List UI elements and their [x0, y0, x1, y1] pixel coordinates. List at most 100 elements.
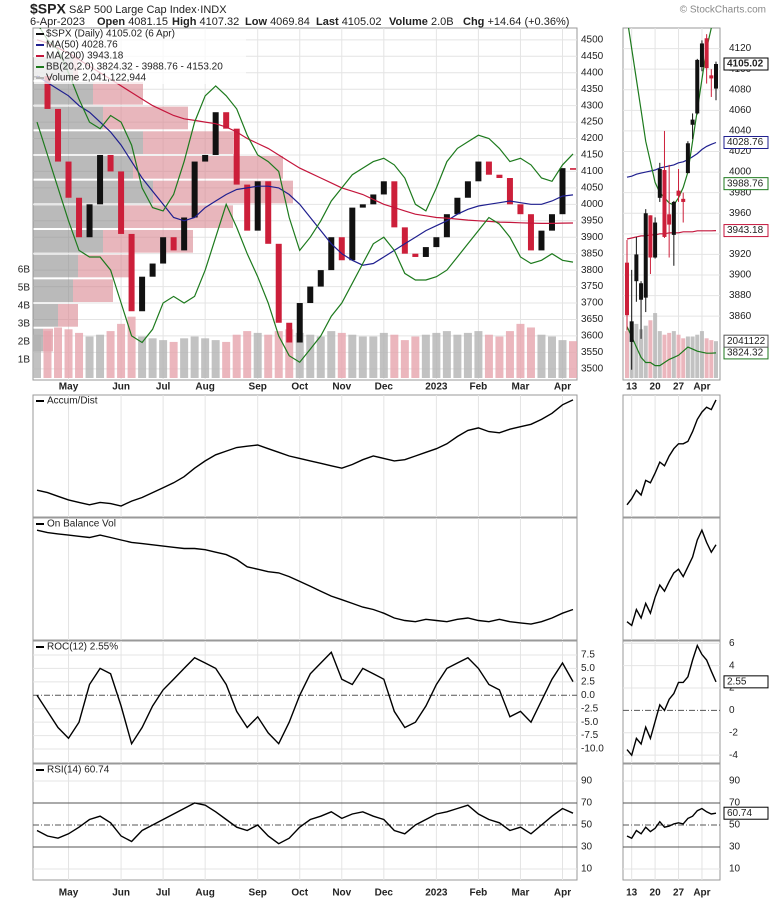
x-tick-label: Jun: [112, 382, 130, 393]
y-tick-label: 3880: [729, 290, 752, 301]
x-tick-label: 2023: [425, 888, 448, 899]
volume-bar: [662, 334, 667, 378]
volume-bar: [537, 334, 546, 378]
candle-body: [639, 283, 644, 300]
quote-value: 4105.02: [342, 16, 382, 28]
panel-frame: [622, 394, 721, 518]
volume-bar: [463, 332, 472, 378]
y-tick-label: 4000: [729, 167, 752, 178]
volume-by-price-up: [33, 81, 93, 105]
volume-bar: [657, 331, 662, 378]
volume-bar: [714, 341, 718, 378]
legend-label: $SPX (Daily) 4105.02 (6 Apr): [46, 29, 175, 40]
series-line: [36, 75, 574, 266]
volume-bar: [285, 329, 294, 378]
candle-body: [671, 201, 676, 235]
price-bar: [391, 181, 398, 228]
y-tick-label: 3600: [581, 331, 604, 342]
volume-bar: [400, 340, 409, 378]
volume-bar: [671, 331, 676, 378]
y-tick-label: -4: [729, 750, 738, 761]
legend-label: Volume 2,041,122,944: [46, 73, 147, 84]
indicator-line: [36, 529, 574, 625]
date: 6-Apr-2023: [30, 16, 85, 28]
volume-bar: [685, 336, 690, 378]
value-badge-box: [723, 57, 769, 71]
volume-bar: [432, 332, 441, 378]
price-bar: [223, 112, 230, 129]
price-bar: [496, 174, 503, 179]
y-tick-label: 4200: [581, 133, 604, 144]
panel-frame: [622, 763, 721, 881]
candle-body: [662, 170, 667, 237]
volume-by-price-up: [33, 106, 103, 130]
indicator-line: [36, 399, 574, 507]
candle-body: [643, 213, 648, 298]
price-bar: [475, 161, 482, 182]
x-tick-label: Nov: [332, 382, 351, 393]
x-tick-label: Jul: [156, 888, 171, 899]
volume-bar: [643, 325, 648, 378]
value-badge: 4105.02: [727, 59, 764, 70]
price-bar: [359, 204, 366, 208]
indicator-label: Accum/Dist: [47, 396, 98, 407]
candle-body: [653, 222, 658, 258]
volume-by-price-down: [123, 205, 233, 229]
volume-bar: [516, 323, 525, 378]
price-bar: [296, 303, 303, 343]
volume-tick-label: 2B: [18, 337, 31, 348]
volume-bar: [243, 331, 252, 378]
price-bar: [139, 276, 146, 312]
price-bar: [128, 233, 135, 312]
volume-by-price-up: [33, 155, 133, 179]
price-bar: [181, 217, 188, 251]
y-tick-label: 4100: [581, 166, 604, 177]
volume-bar: [159, 340, 168, 378]
legend-bg: [34, 73, 246, 84]
y-tick-label: 3900: [729, 270, 752, 281]
price-bar: [328, 237, 335, 271]
panel-frame: [622, 640, 721, 764]
indicator-line: [626, 528, 717, 627]
volume-bar: [648, 320, 653, 378]
y-tick-label: 5.0: [581, 663, 595, 674]
volume-bar: [653, 313, 658, 378]
y-tick-label: 4250: [581, 117, 604, 128]
volume-bar: [569, 341, 577, 378]
volume-bar: [699, 331, 704, 378]
legend-label: MA(200) 3943.18: [46, 51, 124, 62]
volume-bar: [676, 334, 681, 378]
price-bar: [349, 207, 356, 261]
chart-subtitle: S&P 500 Large Cap Index·INDX: [69, 4, 227, 16]
y-tick-label: 50: [729, 820, 741, 831]
y-tick-label: 90: [581, 776, 593, 787]
y-tick-label: 4080: [729, 84, 752, 95]
price-bar: [433, 237, 440, 248]
y-tick-label: 3550: [581, 347, 604, 358]
volume-by-price-up: [33, 304, 58, 327]
price-bar: [55, 108, 62, 162]
indicator-line: [626, 807, 717, 840]
indicator-label: RSI(14) 60.74: [47, 765, 110, 776]
y-tick-label: -2.5: [581, 703, 599, 714]
volume-bar: [222, 341, 231, 378]
y-tick-label: 4450: [581, 51, 604, 62]
price-bar: [570, 168, 576, 170]
x-tick-label: 27: [673, 888, 685, 899]
volume-bar: [667, 332, 672, 378]
volume-bar: [695, 334, 700, 378]
candle-body: [704, 38, 709, 69]
candle-body: [629, 321, 634, 342]
price-bar: [517, 204, 524, 215]
value-badge-box: [723, 806, 769, 820]
value-badge-box: [723, 675, 769, 689]
price-bar: [286, 322, 293, 343]
x-tick-label: Sep: [249, 888, 267, 899]
value-badge: 2.55: [727, 676, 747, 687]
price-bar: [86, 204, 93, 238]
y-tick-label: 3750: [581, 281, 604, 292]
y-tick-label: 4150: [581, 150, 604, 161]
series-line: [626, 230, 717, 240]
volume-bar: [211, 340, 220, 378]
volume-bar: [681, 338, 686, 378]
